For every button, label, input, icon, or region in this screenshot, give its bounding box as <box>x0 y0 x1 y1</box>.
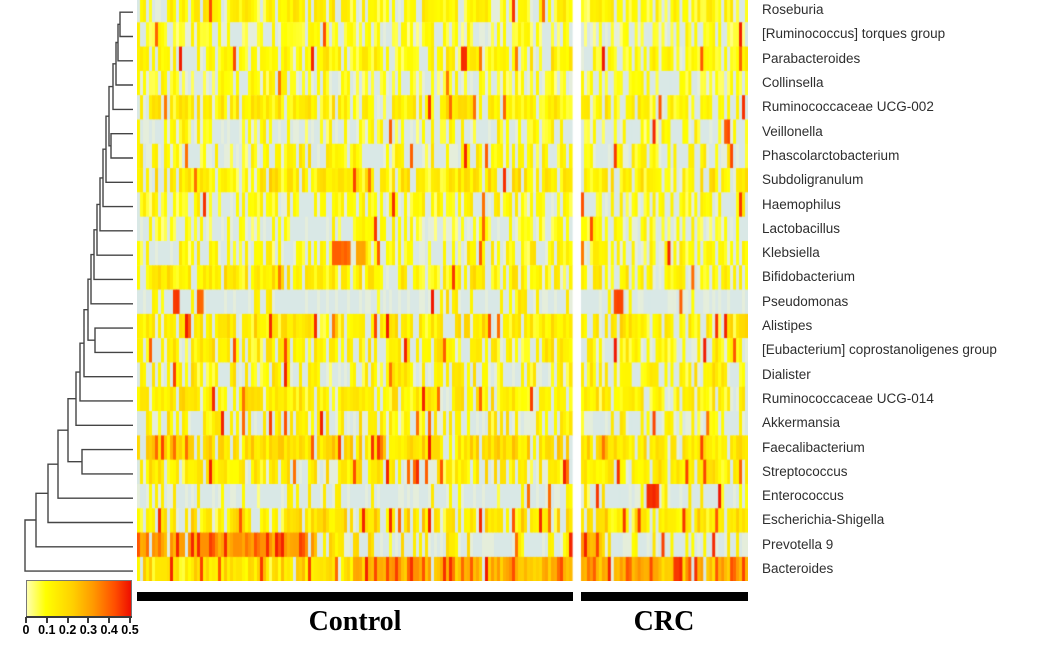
row-label: Escherichia-Shigella <box>762 512 885 528</box>
legend-tick <box>25 617 27 623</box>
row-label: Faecalibacterium <box>762 439 865 455</box>
legend-tick <box>87 617 90 623</box>
row-label: Roseburia <box>762 2 824 18</box>
row-label: Ruminococcaceae UCG-014 <box>762 390 934 406</box>
heatmap-canvas <box>137 0 748 581</box>
legend-axis <box>26 616 132 618</box>
legend-tick <box>129 617 131 623</box>
row-label: [Ruminococcus] torques group <box>762 26 946 42</box>
legend-tick-label: 0.4 <box>100 623 118 637</box>
row-label: Phascolarctobacterium <box>762 147 900 163</box>
dendrogram <box>24 11 133 572</box>
group-label-crc: CRC <box>633 606 695 637</box>
row-label: Parabacteroides <box>762 50 861 66</box>
row-label: Ruminococcaceae UCG-002 <box>762 99 934 115</box>
row-label: Klebsiella <box>762 245 820 261</box>
row-label: Bifidobacterium <box>762 269 856 285</box>
row-label: Collinsella <box>762 75 824 91</box>
row-label: Dialister <box>762 366 811 382</box>
row-label: Lactobacillus <box>762 220 841 236</box>
row-label: Akkermansia <box>762 415 841 431</box>
group-bar-crc <box>581 592 748 601</box>
row-label: Enterococcus <box>762 488 844 504</box>
row-label: Veillonella <box>762 123 823 139</box>
dendrogram-path <box>24 11 133 572</box>
group-label-control: Control <box>308 606 402 637</box>
row-label: [Eubacterium] coprostanoligenes group <box>762 342 997 358</box>
row-label: Pseudomonas <box>762 293 849 309</box>
row-label: Streptococcus <box>762 463 848 479</box>
row-label: Bacteroides <box>762 561 834 577</box>
row-label: Haemophilus <box>762 196 841 212</box>
legend-tick-label: 0.5 <box>121 623 139 637</box>
legend-gradient-bar <box>26 580 132 618</box>
row-label: Subdoligranulum <box>762 172 864 188</box>
legend-tick <box>108 617 111 623</box>
legend-tick-label: 0.1 <box>38 623 56 637</box>
row-label: Prevotella 9 <box>762 536 834 552</box>
legend-tick-label: 0.3 <box>79 623 98 637</box>
legend-tick-label: 0.2 <box>58 623 77 637</box>
row-label: Alistipes <box>762 318 813 334</box>
legend-tick <box>45 617 48 623</box>
group-bar-control <box>137 592 573 601</box>
legend-tick-label: 0 <box>22 623 30 637</box>
legend-tick <box>66 617 69 623</box>
